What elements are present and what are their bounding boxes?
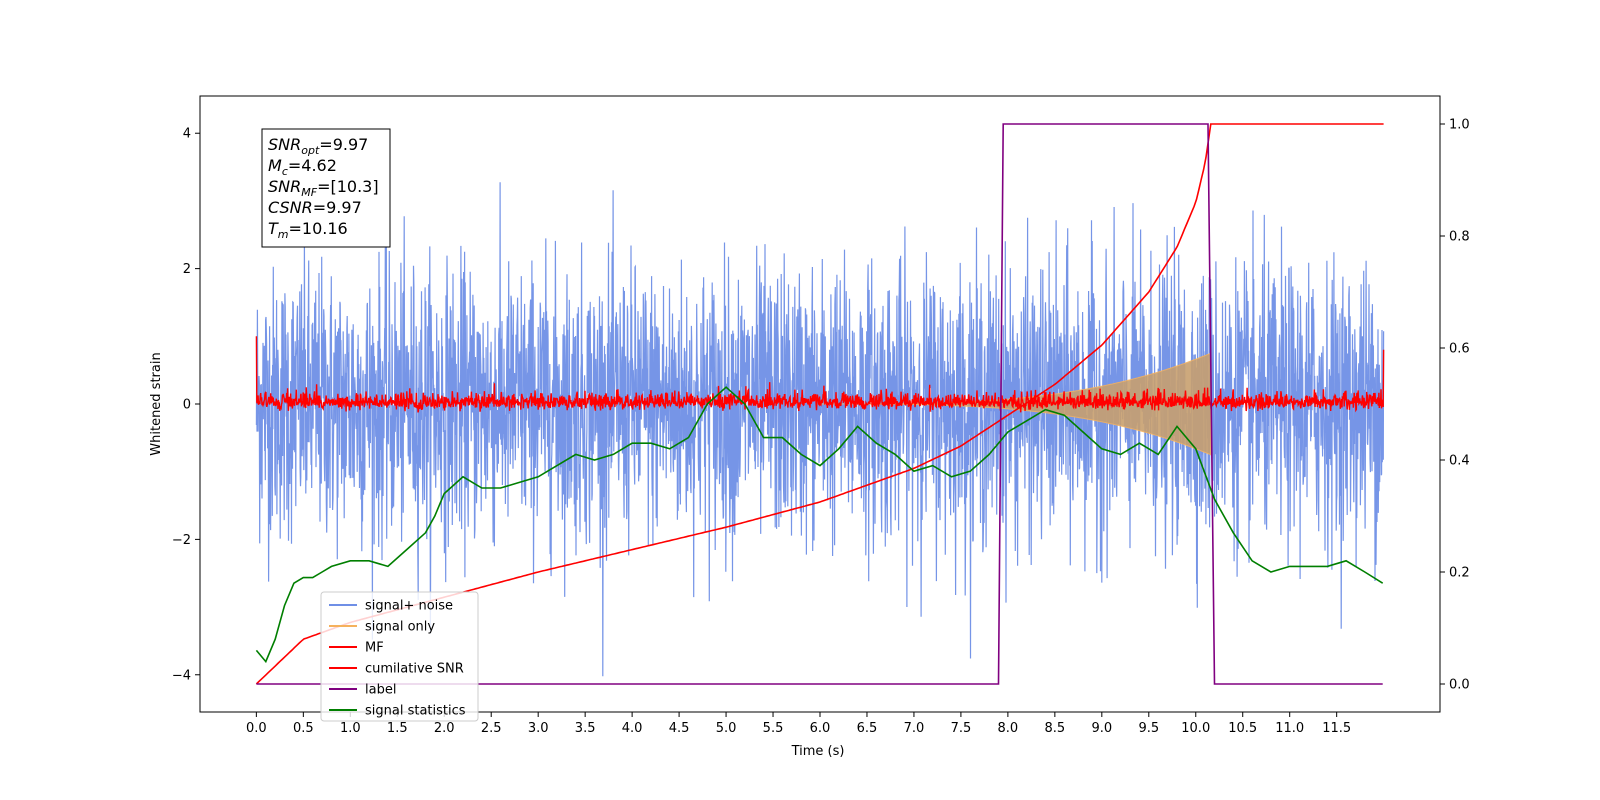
annotation-value: =[10.3] [317, 177, 379, 196]
x-tick-label: 0.5 [293, 721, 314, 736]
annotation-symbol: SNR [268, 177, 301, 196]
annotation-box: SNRopt=9.97Mc=4.62SNRMF=[10.3]CSNR=9.97T… [261, 128, 391, 248]
mf-line [255, 336, 1385, 413]
y-tick-label: −2 [172, 533, 191, 548]
annotation-line: SNRMF=[10.3] [268, 177, 379, 199]
x-tick-label: 2.0 [434, 721, 455, 736]
x-tick-label: 6.5 [857, 721, 878, 736]
legend-frame [320, 591, 479, 722]
legend-label: cumilative SNR [365, 662, 464, 677]
x-tick-label: 8.5 [1045, 721, 1066, 736]
x-tick-label: 1.5 [387, 721, 408, 736]
annotation-box-frame [261, 128, 391, 248]
y-tick-label: −4 [172, 668, 191, 683]
annotation-value: =9.97 [319, 135, 368, 154]
legend-label: signal+ noise [365, 599, 453, 614]
x-tick-label: 7.0 [904, 721, 925, 736]
annotation-symbol: M [268, 156, 282, 175]
legend-label: label [365, 683, 396, 698]
label-line [256, 123, 1383, 685]
annotation-line: SNRopt=9.97 [268, 135, 368, 157]
legend-label: signal statistics [365, 704, 466, 719]
y-tick-label: 2 [183, 262, 191, 277]
annotation-symbol: SNR [268, 135, 301, 154]
y-tick-label: 4 [183, 127, 191, 142]
y-tick-label: 0 [183, 398, 191, 413]
annotation-subscript: opt [301, 144, 320, 157]
x-tick-label: 0.0 [246, 721, 267, 736]
x-tick-label: 9.0 [1091, 721, 1112, 736]
y2-tick-label: 0.6 [1449, 342, 1470, 357]
legend-label: signal only [365, 620, 435, 635]
x-tick-label: 10.5 [1228, 721, 1257, 736]
legend-label: MF [365, 641, 384, 656]
x-tick-label: 1.0 [340, 721, 361, 736]
x-tick-label: 10.0 [1181, 721, 1210, 736]
y2-tick-label: 0.8 [1449, 230, 1470, 245]
annotation-value: =10.16 [289, 219, 348, 238]
y-axis-left-ticks: 4 2 0 −2 −4 [172, 127, 200, 683]
legend: signal+ noise signal only MF cumilative SNR… [320, 591, 479, 722]
x-tick-label: 5.0 [716, 721, 737, 736]
y2-tick-label: 1.0 [1449, 118, 1470, 133]
x-axis-ticks: 0.0 0.5 1.0 1.5 2.0 2.5 3.0 3.5 4.0 4.5 5.0 5.5 6.0 6… [246, 712, 1351, 736]
x-axis-label: Time (s) [791, 744, 845, 759]
x-tick-label: 4.5 [669, 721, 690, 736]
annotation-subscript: c [282, 165, 288, 178]
x-tick-label: 11.0 [1275, 721, 1304, 736]
x-tick-label: 2.5 [481, 721, 502, 736]
signal-noise-line [255, 182, 1385, 677]
x-tick-label: 9.5 [1138, 721, 1159, 736]
x-tick-label: 11.5 [1322, 721, 1351, 736]
y2-tick-label: 0.2 [1449, 566, 1470, 581]
annotation-subscript: MF [301, 186, 317, 199]
signal-statistics-line [255, 386, 1384, 664]
annotation-line: Mc=4.62 [268, 156, 337, 178]
x-tick-label: 5.5 [763, 721, 784, 736]
annotation-subscript: m [278, 228, 289, 241]
y2-tick-label: 0.4 [1449, 454, 1470, 469]
annotation-value: =4.62 [288, 156, 337, 175]
x-tick-label: 6.0 [810, 721, 831, 736]
annotation-value: =9.97 [313, 198, 362, 217]
annotation-symbol: T [268, 219, 279, 238]
y-axis-label: Whitened strain [149, 352, 164, 455]
x-tick-label: 7.5 [951, 721, 972, 736]
x-tick-label: 4.0 [622, 721, 643, 736]
annotation-line: CSNR=9.97 [268, 198, 362, 217]
x-tick-label: 8.0 [998, 721, 1019, 736]
x-tick-label: 3.0 [528, 721, 549, 736]
x-tick-label: 3.5 [575, 721, 596, 736]
annotation-line: Tm=10.16 [268, 219, 348, 241]
y-axis-right-ticks: 1.0 0.8 0.6 0.4 0.2 0.0 [1440, 118, 1470, 693]
annotation-symbol: CSNR [268, 198, 313, 217]
y2-tick-label: 0.0 [1449, 678, 1470, 693]
plot-content [255, 123, 1385, 685]
